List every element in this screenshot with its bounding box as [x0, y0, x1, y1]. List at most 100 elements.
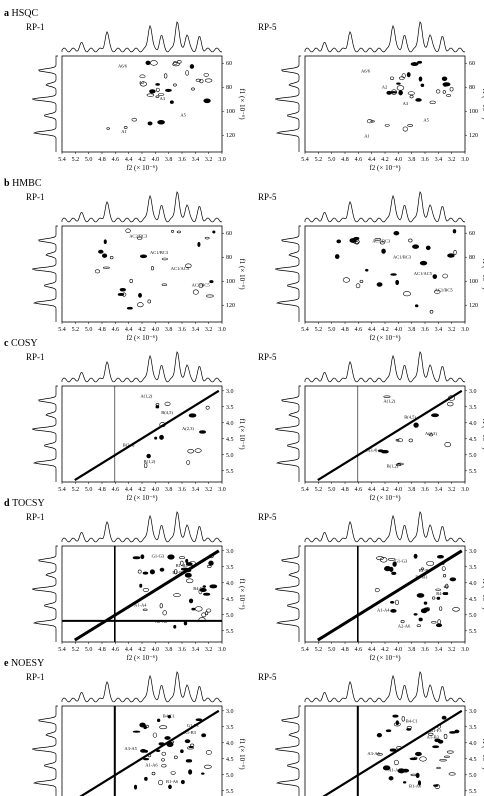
y-tick-label: 3.5 — [226, 565, 234, 571]
y-tick-label: 3.0 — [226, 549, 234, 555]
x-tick-label: 4.6 — [355, 647, 363, 653]
cross-peak — [136, 236, 143, 240]
x-tick-label: 3.8 — [165, 487, 173, 493]
peak-annotation: A6/6 — [361, 68, 371, 73]
panel-label: c COSY — [4, 338, 38, 349]
projection-left — [32, 705, 58, 796]
cross-peak — [194, 448, 202, 453]
cross-peak — [431, 413, 439, 418]
cross-peak — [169, 100, 174, 104]
cross-peak — [409, 95, 414, 99]
cross-peak — [170, 230, 175, 233]
x-tick-label: 3.4 — [192, 487, 200, 493]
cross-peak — [188, 598, 194, 604]
panel-label: b HMBC — [4, 178, 42, 189]
x-tick-label: 3.0 — [461, 157, 469, 163]
cross-peak — [388, 776, 394, 781]
x-tick-label: 5.0 — [85, 487, 93, 493]
x-tick-label: 5.0 — [85, 327, 93, 333]
x-tick-label: 4.6 — [355, 327, 363, 333]
cross-peak — [159, 422, 166, 428]
y-tick-label: 5.0 — [226, 613, 234, 619]
cross-peak — [401, 716, 405, 722]
cross-peak — [370, 120, 375, 123]
cross-peak — [185, 759, 193, 763]
y-tick-label: 80 — [226, 255, 232, 261]
cross-peak — [139, 722, 146, 728]
x-tick-label: 4.0 — [152, 327, 160, 333]
cross-peak — [393, 722, 401, 727]
panel-technique: HSQC — [12, 8, 39, 19]
y-tick-label: 3.0 — [469, 389, 477, 395]
cross-peak — [384, 124, 390, 127]
x-tick-label: 5.0 — [328, 157, 336, 163]
x-tick-label: 3.4 — [435, 157, 443, 163]
peak-annotation: A1-B3 — [427, 735, 440, 740]
cross-peak — [425, 245, 431, 251]
y-tick-label: 3.5 — [226, 725, 234, 731]
panel-letter: b — [4, 178, 12, 189]
cross-peak — [201, 772, 205, 775]
cross-peak — [442, 273, 448, 279]
peak-annotation: B(3,4) — [123, 442, 135, 448]
cross-peak — [212, 230, 216, 234]
peak-annotation: A(2,3) — [182, 426, 194, 432]
peak-annotation: A(2,3) — [425, 431, 437, 437]
peak-annotation: A6/6 — [118, 64, 128, 69]
cross-peak — [102, 266, 110, 270]
cross-peak — [188, 413, 197, 418]
x-tick-label: 3.8 — [408, 647, 416, 653]
cross-peak — [416, 593, 425, 598]
cross-peak — [179, 556, 186, 559]
x-tick-label: 5.4 — [58, 327, 66, 333]
cross-peak — [168, 784, 172, 790]
panel-letter: d — [4, 498, 12, 509]
cross-peak — [454, 729, 460, 734]
cross-peak — [452, 229, 457, 234]
cross-peak — [102, 253, 108, 258]
x-tick-label: 3.8 — [408, 327, 416, 333]
y-tick-label: 4.0 — [469, 421, 477, 427]
cross-peak — [441, 566, 446, 572]
y-tick-label: 5.5 — [226, 789, 234, 795]
cross-peak — [415, 751, 422, 757]
cross-peak — [174, 755, 178, 760]
peak-annotation: B4-B5 — [193, 586, 206, 591]
cross-peak — [142, 571, 149, 575]
plot-frame — [61, 545, 223, 643]
y-axis-label: f1 (× 10⁻⁶) — [238, 738, 246, 770]
cross-peak — [407, 124, 414, 127]
cross-peak — [106, 127, 110, 130]
peak-annotation: A1 — [364, 134, 370, 139]
x-tick-label: 5.2 — [315, 327, 323, 333]
cross-peak — [417, 60, 423, 64]
cross-peak — [152, 732, 158, 738]
plot-frame — [61, 225, 223, 323]
cross-peak — [443, 733, 448, 739]
y-tick-label: 5.0 — [226, 453, 234, 459]
cross-peak — [393, 759, 399, 766]
x-tick-label: 4.4 — [125, 647, 133, 653]
panel-tocsy: d TOCSY RP-1 G1-G3 B1-B3 B4-B5 A1-A4 A2-A6 B1-B… — [4, 498, 484, 662]
cross-peak — [140, 748, 147, 753]
peak-annotation: B4-C1 — [406, 718, 418, 723]
diagonal — [74, 389, 220, 482]
x-tick-label: 5.2 — [72, 157, 80, 163]
peak-annotation: A2-A6 — [398, 624, 411, 629]
x-tick-label: 3.6 — [421, 327, 429, 333]
y-tick-label: 3.5 — [226, 405, 234, 411]
x-tick-label: 5.2 — [72, 487, 80, 493]
projection-left — [32, 545, 58, 642]
projection-left — [275, 705, 301, 796]
peak-annotation: B(4,5) — [404, 415, 416, 421]
cross-peak — [391, 89, 397, 95]
cross-peak — [449, 577, 457, 582]
cross-peak — [155, 87, 160, 92]
peak-annotation: A(1,2) — [383, 398, 395, 404]
y-tick-label: 5.0 — [469, 773, 477, 779]
y-tick-label: 80 — [469, 85, 475, 91]
cross-peak — [203, 98, 211, 104]
cross-peak — [151, 771, 156, 776]
cross-peak — [432, 745, 440, 749]
cross-peak — [442, 90, 446, 94]
